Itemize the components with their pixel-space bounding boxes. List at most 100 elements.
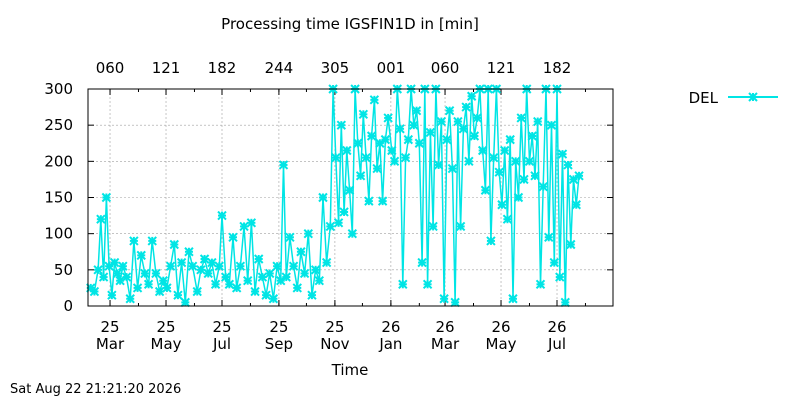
data-point bbox=[571, 200, 581, 210]
legend-label: DEL bbox=[689, 89, 719, 107]
data-point bbox=[158, 275, 168, 286]
data-point bbox=[546, 120, 557, 130]
data-point bbox=[265, 268, 275, 279]
data-point bbox=[314, 275, 325, 286]
data-point bbox=[400, 153, 411, 163]
data-point bbox=[466, 91, 477, 101]
data-point bbox=[555, 272, 565, 282]
y-tick-label: 250 bbox=[44, 116, 73, 134]
x-tick-label-top: 25 bbox=[212, 318, 231, 336]
y-tick-label: 200 bbox=[44, 152, 73, 170]
data-point bbox=[207, 257, 217, 268]
data-point bbox=[333, 218, 344, 228]
data-point bbox=[560, 297, 570, 308]
data-point bbox=[125, 294, 135, 304]
x2-tick-label: 001 bbox=[377, 59, 406, 77]
data-point bbox=[151, 268, 161, 279]
data-point bbox=[228, 232, 238, 242]
data-point bbox=[132, 283, 143, 293]
data-point bbox=[184, 247, 194, 257]
data-point bbox=[480, 185, 491, 195]
data-point bbox=[364, 196, 374, 206]
data-point bbox=[246, 218, 257, 228]
x2-tick-label: 121 bbox=[152, 59, 181, 77]
y-tick-label: 100 bbox=[44, 225, 73, 243]
data-point bbox=[458, 124, 469, 134]
data-point bbox=[450, 297, 460, 308]
chart-title: Processing time IGSFIN1D in [min] bbox=[221, 15, 479, 33]
data-point bbox=[347, 228, 358, 239]
data-point bbox=[422, 279, 433, 290]
data-point bbox=[508, 294, 518, 304]
data-point bbox=[96, 214, 106, 224]
data-point bbox=[101, 192, 112, 203]
legend: DEL bbox=[689, 89, 778, 107]
x2-tick-label: 182 bbox=[208, 59, 237, 77]
data-point bbox=[296, 247, 306, 257]
legend-marker bbox=[748, 92, 758, 102]
data-point bbox=[231, 283, 242, 293]
data-point bbox=[469, 131, 480, 141]
data-point bbox=[377, 196, 388, 206]
data-point bbox=[563, 160, 573, 170]
data-point bbox=[369, 95, 380, 105]
x-tick-label-top: 26 bbox=[547, 318, 566, 336]
data-point bbox=[250, 286, 260, 297]
data-point bbox=[355, 171, 366, 181]
data-point bbox=[519, 174, 529, 185]
data-point bbox=[530, 171, 540, 181]
data-point bbox=[411, 105, 422, 116]
data-point bbox=[272, 261, 282, 271]
data-point bbox=[513, 192, 524, 203]
data-point bbox=[257, 272, 268, 282]
data-point bbox=[214, 261, 224, 271]
x2-tick-label: 060 bbox=[96, 59, 125, 77]
data-point bbox=[557, 149, 568, 159]
data-point bbox=[169, 239, 179, 250]
data-point bbox=[380, 134, 391, 145]
data-point bbox=[165, 261, 176, 271]
x-tick-label-bottom: Mar bbox=[96, 335, 125, 353]
data-point bbox=[524, 156, 535, 167]
data-point bbox=[268, 294, 279, 304]
data-point bbox=[136, 250, 146, 261]
data-point bbox=[453, 116, 463, 127]
data-point bbox=[497, 200, 507, 210]
x-axis-title: Time bbox=[331, 361, 369, 379]
data-point bbox=[210, 279, 221, 290]
data-point bbox=[288, 261, 299, 271]
data-point bbox=[447, 163, 458, 174]
x-tick-label-top: 26 bbox=[435, 318, 454, 336]
data-point bbox=[180, 297, 190, 308]
data-point bbox=[372, 163, 382, 174]
data-point bbox=[439, 294, 449, 304]
data-point bbox=[486, 236, 496, 246]
data-point bbox=[538, 181, 548, 192]
data-point bbox=[472, 113, 482, 123]
data-point bbox=[344, 185, 355, 195]
data-point bbox=[505, 134, 515, 145]
data-point bbox=[464, 156, 474, 167]
data-point bbox=[203, 268, 213, 279]
data-point bbox=[147, 236, 157, 246]
data-point bbox=[129, 236, 139, 246]
data-point bbox=[242, 275, 253, 286]
data-point bbox=[199, 254, 210, 264]
timestamp: Sat Aug 22 21:21:20 2026 bbox=[10, 382, 182, 397]
data-point bbox=[261, 290, 271, 300]
data-point bbox=[176, 257, 187, 268]
data-point bbox=[254, 254, 264, 264]
data-point bbox=[89, 286, 100, 297]
x-tick-label-bottom: May bbox=[151, 335, 182, 353]
data-point bbox=[299, 268, 310, 279]
data-point bbox=[321, 257, 332, 268]
y-tick-label: 300 bbox=[44, 80, 73, 98]
data-point bbox=[336, 120, 347, 130]
data-point bbox=[398, 279, 408, 290]
data-point bbox=[307, 290, 317, 300]
data-point bbox=[549, 257, 559, 268]
data-point bbox=[428, 221, 438, 232]
x2-tick-label: 182 bbox=[543, 59, 572, 77]
